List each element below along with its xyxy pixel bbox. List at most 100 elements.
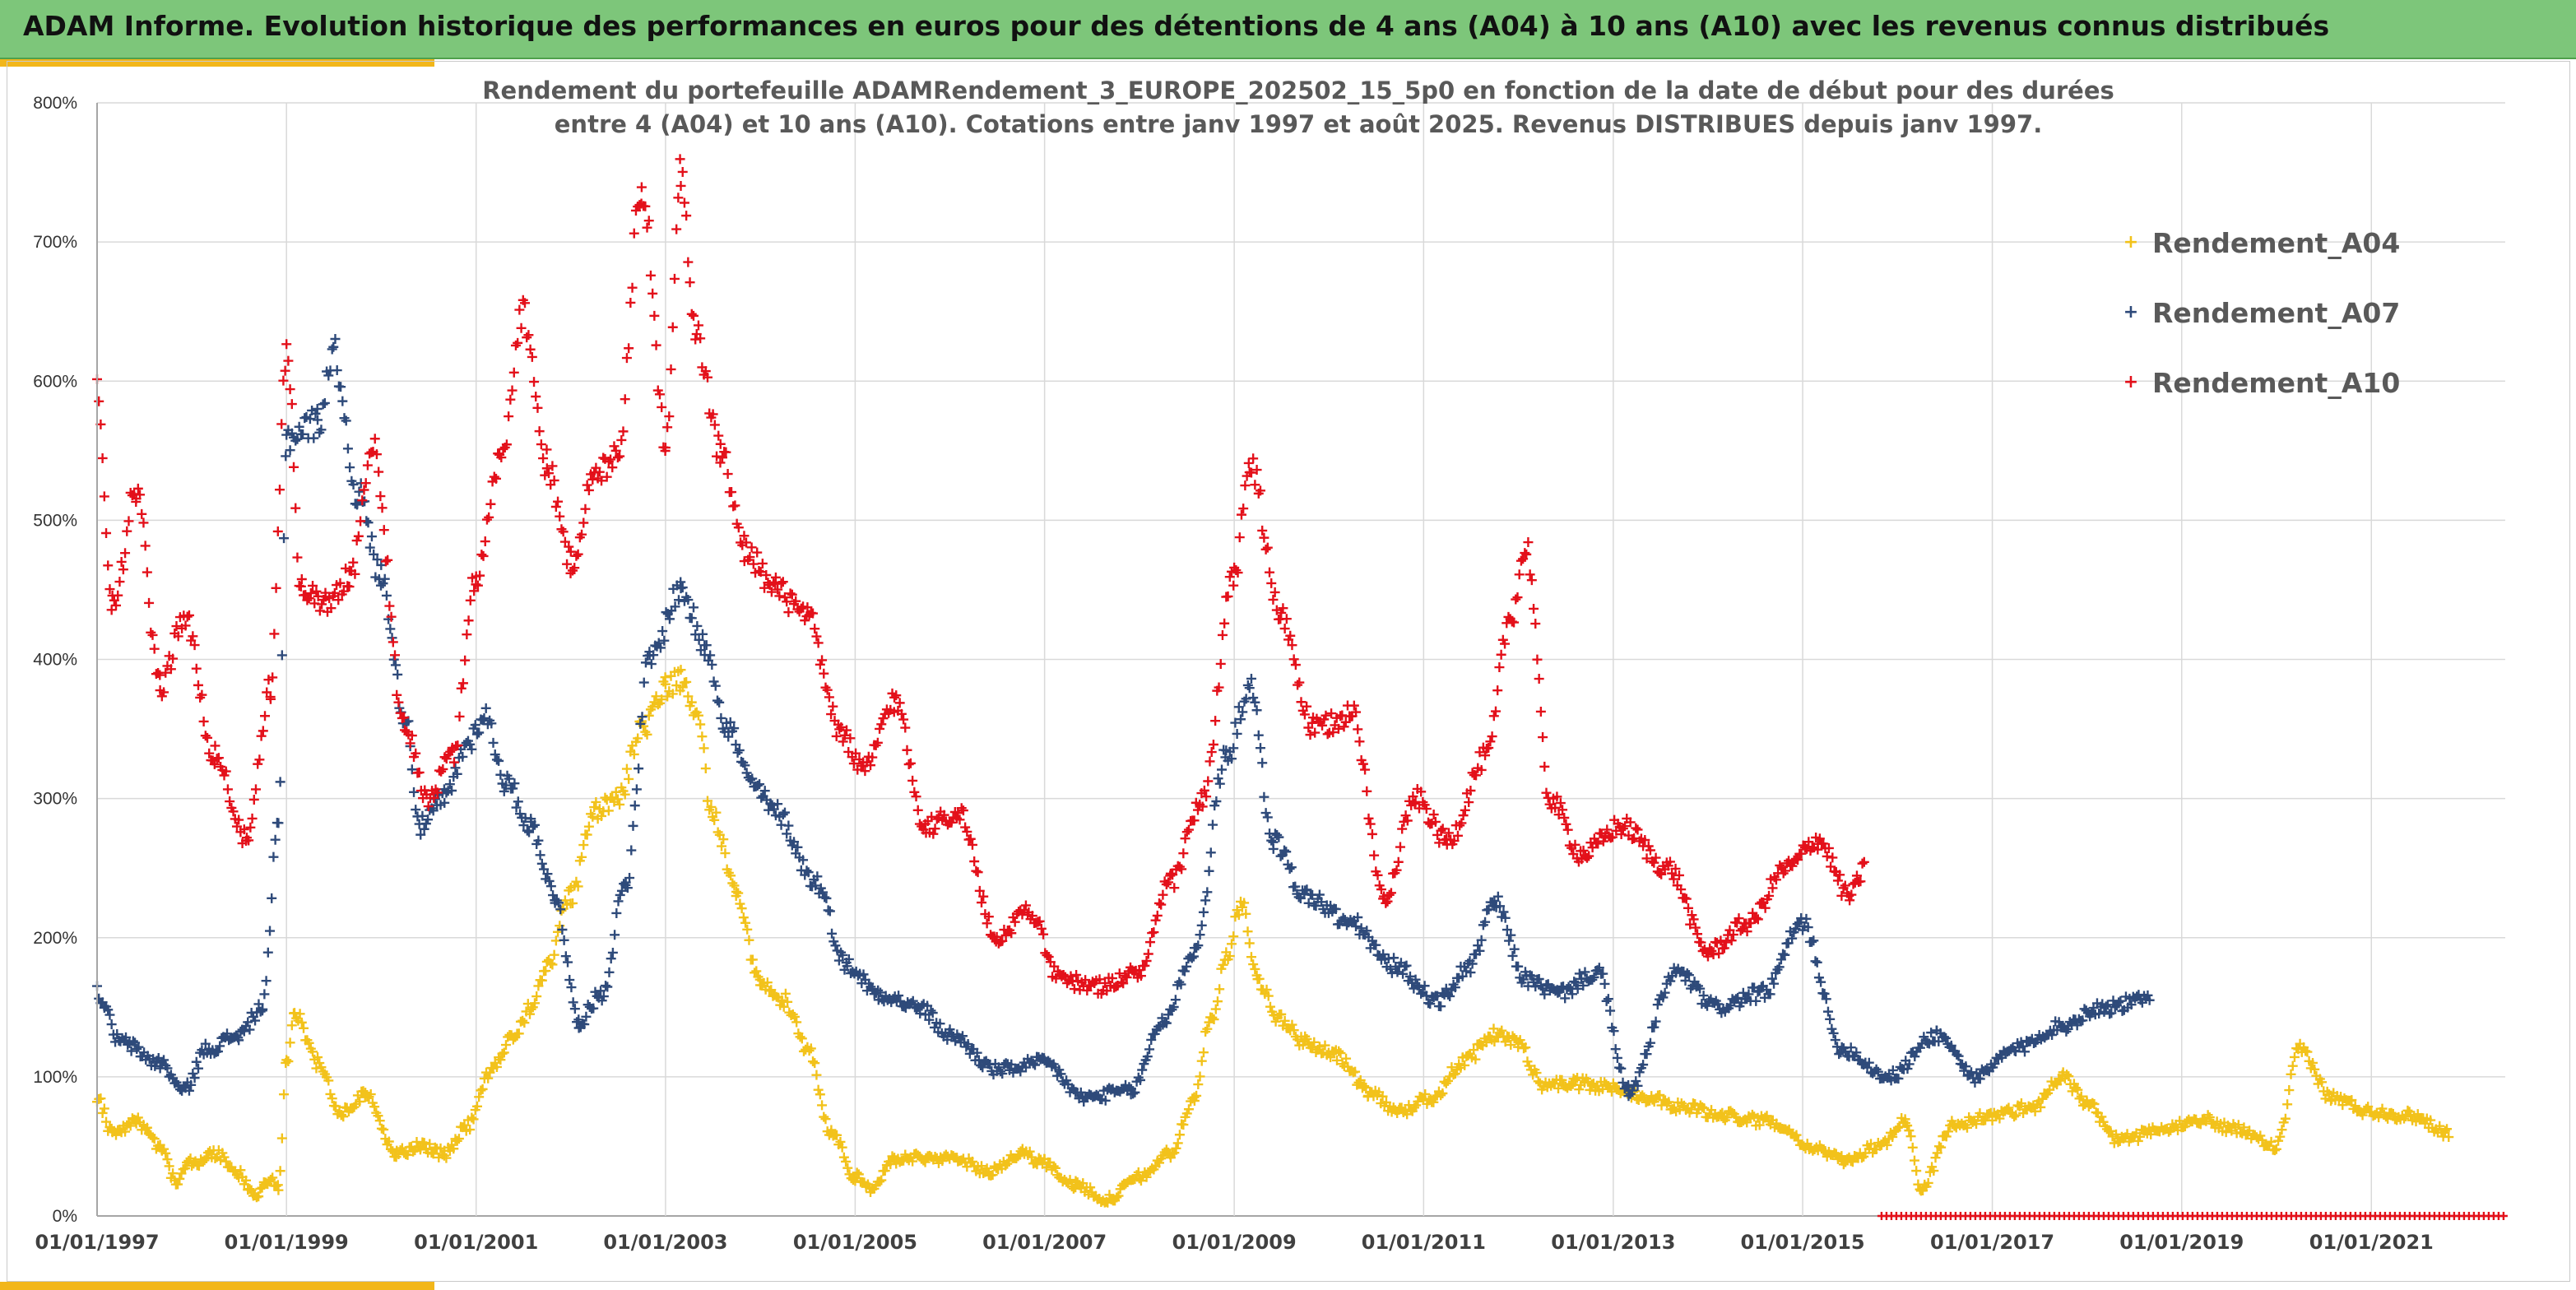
data-point bbox=[1631, 823, 1641, 833]
data-point bbox=[1616, 1063, 1627, 1074]
data-point bbox=[1305, 730, 1316, 740]
data-point bbox=[808, 1056, 819, 1067]
data-point bbox=[560, 951, 571, 962]
data-point bbox=[536, 439, 546, 450]
data-point bbox=[629, 228, 639, 239]
data-point bbox=[176, 1168, 187, 1179]
x-tick-label: 01/01/1997 bbox=[35, 1231, 159, 1254]
data-point bbox=[383, 1136, 394, 1147]
data-point bbox=[1196, 1056, 1207, 1066]
data-point bbox=[1241, 908, 1251, 919]
data-point bbox=[1690, 1098, 1701, 1109]
data-point bbox=[1143, 949, 1153, 959]
data-point bbox=[688, 602, 699, 613]
data-point bbox=[392, 669, 403, 680]
y-tick-label: 100% bbox=[33, 1068, 77, 1087]
data-point bbox=[283, 355, 294, 366]
data-point bbox=[436, 766, 447, 777]
data-point bbox=[907, 1156, 918, 1167]
y-tick-label: 700% bbox=[33, 233, 77, 252]
data-point bbox=[677, 582, 688, 593]
data-point bbox=[1553, 1083, 1563, 1093]
data-point bbox=[1496, 649, 1506, 660]
data-point bbox=[1215, 658, 1226, 669]
data-point bbox=[1179, 966, 1190, 977]
data-point bbox=[2239, 1122, 2249, 1133]
data-point bbox=[138, 517, 149, 528]
data-point bbox=[258, 726, 268, 736]
data-point bbox=[123, 516, 134, 527]
data-point bbox=[313, 1052, 323, 1063]
data-point bbox=[267, 893, 277, 903]
data-point bbox=[1529, 603, 1539, 614]
data-point bbox=[1506, 1040, 1516, 1051]
data-point bbox=[267, 1172, 278, 1183]
data-point bbox=[638, 677, 649, 688]
data-point bbox=[247, 813, 258, 824]
data-point bbox=[1887, 1131, 1898, 1142]
data-point bbox=[149, 1134, 160, 1144]
data-point bbox=[1369, 850, 1380, 861]
data-point bbox=[375, 491, 386, 502]
data-point bbox=[378, 1125, 389, 1135]
data-point bbox=[824, 906, 835, 916]
data-point bbox=[489, 471, 499, 482]
data-point bbox=[159, 1144, 169, 1154]
data-point bbox=[296, 1017, 307, 1028]
data-point bbox=[201, 1153, 211, 1163]
data-point bbox=[1699, 1102, 1710, 1113]
data-point bbox=[733, 888, 744, 898]
data-point bbox=[265, 926, 276, 936]
data-point bbox=[373, 1111, 383, 1121]
data-point bbox=[369, 1102, 380, 1112]
data-point bbox=[273, 818, 284, 828]
data-point bbox=[338, 1111, 349, 1122]
data-point bbox=[1428, 810, 1439, 820]
data-point bbox=[841, 1156, 852, 1167]
data-point bbox=[583, 485, 594, 495]
data-point bbox=[1865, 1139, 1876, 1149]
data-point bbox=[811, 631, 822, 642]
data-point bbox=[1250, 697, 1260, 708]
data-point bbox=[355, 516, 366, 527]
data-point bbox=[813, 638, 824, 648]
data-point bbox=[103, 560, 114, 571]
baseline-point bbox=[2499, 1212, 2508, 1220]
data-point bbox=[720, 848, 731, 859]
data-point bbox=[256, 731, 267, 741]
data-point bbox=[667, 689, 678, 699]
data-point bbox=[747, 954, 758, 965]
data-point bbox=[744, 935, 754, 945]
data-point bbox=[1325, 1052, 1336, 1063]
data-point bbox=[837, 1142, 847, 1153]
data-point bbox=[1807, 936, 1817, 947]
data-point bbox=[900, 722, 911, 733]
data-point bbox=[686, 309, 697, 319]
data-point bbox=[1525, 569, 1535, 580]
data-point bbox=[1228, 931, 1239, 942]
data-point bbox=[1810, 956, 1821, 967]
data-point bbox=[1172, 1138, 1183, 1148]
data-point bbox=[636, 182, 647, 193]
data-point bbox=[280, 365, 290, 376]
data-point bbox=[647, 702, 658, 712]
data-point bbox=[1511, 594, 1521, 605]
data-point bbox=[1171, 1143, 1181, 1153]
series-zero-baseline bbox=[1877, 1212, 2508, 1220]
data-point bbox=[642, 222, 652, 233]
data-point bbox=[1322, 729, 1333, 740]
data-point bbox=[817, 1100, 828, 1111]
data-point bbox=[142, 567, 152, 578]
data-point bbox=[276, 419, 287, 429]
data-point bbox=[850, 1176, 861, 1186]
data-point bbox=[1526, 575, 1537, 586]
data-point bbox=[1204, 756, 1215, 767]
data-point bbox=[1332, 1055, 1343, 1065]
data-point bbox=[106, 1019, 117, 1030]
x-tick-label: 01/01/2017 bbox=[1930, 1231, 2054, 1254]
points-layer bbox=[92, 154, 2454, 1208]
data-point bbox=[1436, 1090, 1446, 1101]
data-point bbox=[606, 954, 616, 964]
legend-label: Rendement_A07 bbox=[2152, 297, 2400, 329]
data-point bbox=[471, 1101, 482, 1111]
